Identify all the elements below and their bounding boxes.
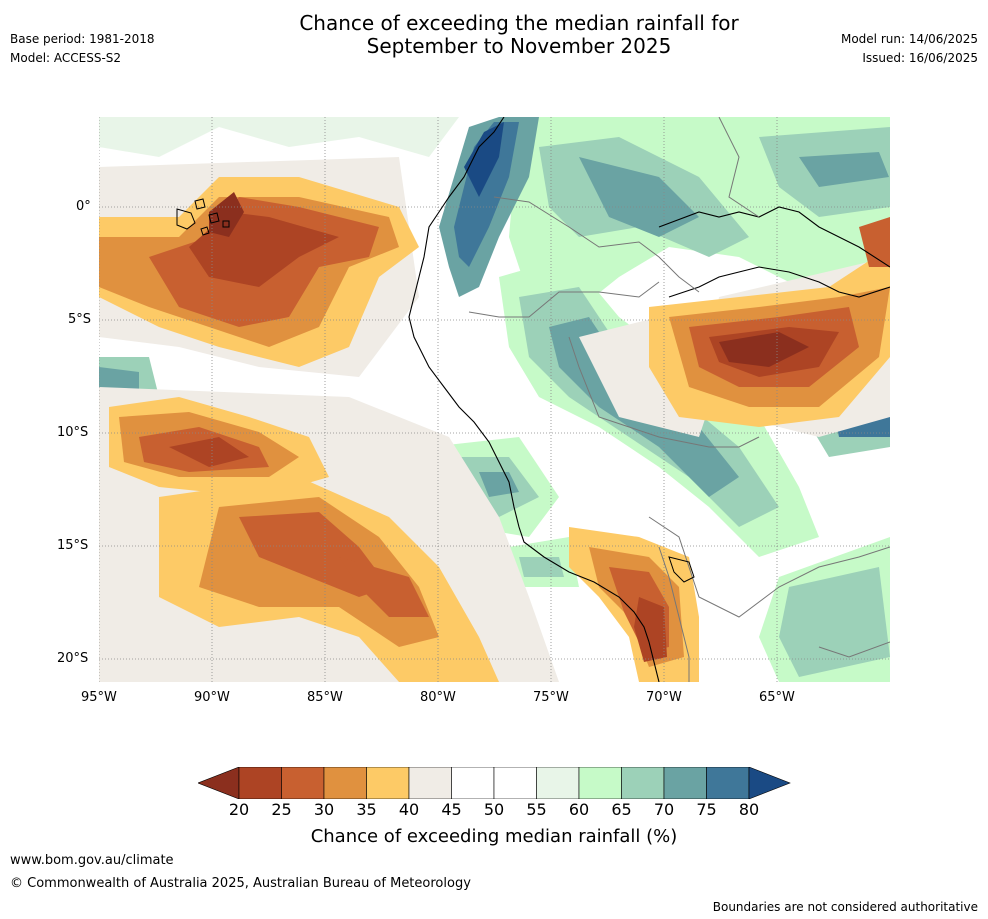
colorbar-tick-label: 35 (356, 800, 377, 819)
lon-label-75w: 75°W (533, 690, 569, 705)
footer-copyright: © Commonwealth of Australia 2025, Austra… (10, 876, 471, 891)
country-borders (468, 117, 890, 682)
colorbar-bin-b20_25 (238, 766, 282, 800)
issued-text: Issued: 16/06/2025 (862, 51, 978, 65)
colorbar-bin-b45_50 (451, 766, 495, 800)
orange-zones (99, 177, 890, 682)
colorbar-bins (238, 766, 750, 800)
colorbar (197, 766, 792, 800)
colorbar-tick-label: 40 (398, 800, 420, 819)
coastline (408, 117, 660, 682)
colorbar-bin-b30_35 (323, 766, 367, 800)
colorbar-tick-label: 65 (611, 800, 632, 819)
lat-label-5s: 5°S (68, 312, 92, 327)
lake-titicaca (668, 556, 695, 583)
colorbar-bin-b65_70 (621, 766, 665, 800)
lat-label-20s: 20°S (57, 651, 89, 666)
lat-label-10s: 10°S (57, 425, 89, 440)
model-run-text: Model run: 14/06/2025 (840, 32, 978, 46)
lon-label-85w: 85°W (307, 690, 343, 705)
lon-label-65w: 65°W (759, 690, 795, 705)
model-text: Model: ACCESS-S2 (10, 51, 122, 65)
colorbar-tick-label: 60 (568, 800, 590, 819)
colorbar-tick-label: 20 (228, 800, 250, 819)
gridlines (99, 117, 890, 682)
galapagos-islands (176, 198, 230, 236)
lon-label-90w: 90°W (194, 690, 230, 705)
colorbar-bin-b70_75 (663, 766, 707, 800)
title-line-1: Chance of exceeding the median rainfall … (299, 11, 739, 35)
colorbar-ticks: 20 25 30 35 40 45 50 55 60 65 70 75 80 (198, 800, 792, 820)
colorbar-title-text: Chance of exceeding median rainfall (%) (310, 826, 678, 847)
map-svg (99, 117, 890, 682)
lat-label-0: 0° (76, 199, 91, 214)
colorbar-bin-b50_55 (493, 766, 537, 800)
colorbar-bin-b25_30 (281, 766, 325, 800)
colorbar-svg (197, 766, 791, 800)
colorbar-tick-label: 25 (271, 800, 292, 819)
footer-disclaimer: Boundaries are not considered authoritat… (712, 900, 978, 914)
coastline-amazon (668, 266, 890, 298)
base-period-text: Base period: 1981-2018 (10, 32, 155, 46)
footer-url: www.bom.gov.au/climate (10, 853, 174, 868)
colorbar-bin-b55_60 (536, 766, 580, 800)
colorbar-tick-label: 45 (441, 800, 462, 819)
colorbar-tick-label: 55 (526, 800, 547, 819)
page-title: Chance of exceeding the median rainfall … (0, 12, 988, 58)
colorbar-bin-b75_80 (706, 766, 750, 800)
colorbar-tick-label: 30 (313, 800, 335, 819)
rainfall-map (99, 117, 890, 682)
title-line-2: September to November 2025 (366, 34, 672, 58)
lon-label-95w: 95°W (81, 690, 117, 705)
colorbar-over-arrow (748, 766, 791, 800)
colorbar-tick-label: 75 (696, 800, 717, 819)
colorbar-bin-b35_40 (366, 766, 410, 800)
lon-label-70w: 70°W (646, 690, 682, 705)
lon-label-80w: 80°W (420, 690, 456, 705)
colorbar-tick-label: 50 (483, 800, 505, 819)
coastline-north (658, 206, 890, 268)
colorbar-title: Chance of exceeding median rainfall (%) (0, 826, 988, 847)
colorbar-bin-b60_65 (578, 766, 622, 800)
colorbar-under-arrow (197, 766, 240, 800)
colorbar-tick-label: 80 (738, 800, 760, 819)
colorbar-tick-label: 70 (653, 800, 675, 819)
colorbar-bin-b40_45 (408, 766, 452, 800)
lat-label-15s: 15°S (57, 538, 89, 553)
